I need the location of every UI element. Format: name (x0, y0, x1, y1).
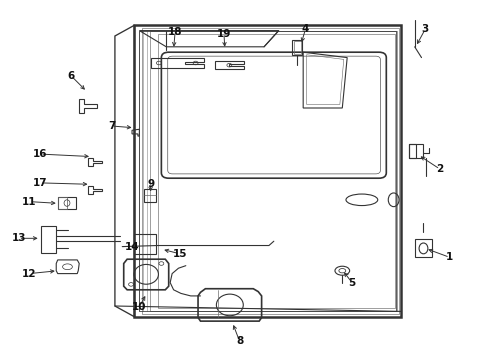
Text: 9: 9 (147, 179, 154, 189)
Bar (41, 226, 56, 253)
Text: 12: 12 (22, 269, 37, 279)
Text: 16: 16 (33, 149, 47, 159)
Bar (408, 144, 415, 158)
Text: 17: 17 (33, 178, 47, 188)
Text: 1: 1 (446, 252, 452, 262)
Text: 11: 11 (22, 197, 37, 207)
Bar (293, 41, 300, 54)
Bar (58, 197, 76, 209)
Text: 19: 19 (216, 29, 231, 39)
Text: 8: 8 (236, 336, 243, 346)
Bar (144, 189, 156, 202)
Bar (58, 197, 66, 209)
Text: 10: 10 (132, 302, 146, 312)
Text: 5: 5 (348, 278, 355, 288)
Bar (414, 239, 431, 257)
Text: 18: 18 (167, 27, 182, 37)
Text: 15: 15 (172, 249, 187, 259)
Text: 6: 6 (67, 71, 74, 81)
Text: 14: 14 (124, 242, 139, 252)
Bar (292, 40, 302, 55)
Bar (408, 144, 423, 158)
Bar (134, 234, 156, 254)
Text: 4: 4 (301, 24, 309, 34)
Text: 2: 2 (436, 164, 443, 174)
Text: 13: 13 (11, 233, 26, 243)
Text: 7: 7 (107, 121, 115, 131)
Text: 3: 3 (421, 24, 428, 34)
